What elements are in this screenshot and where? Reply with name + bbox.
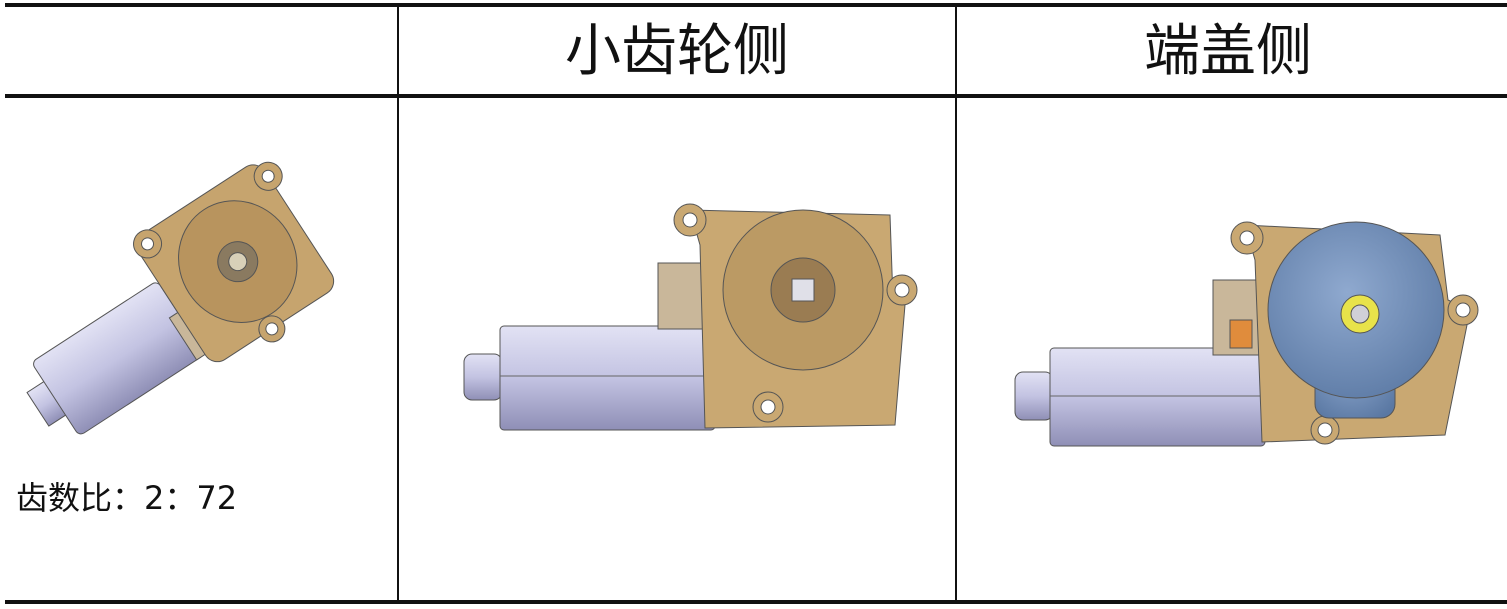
motor-image — [463, 203, 918, 431]
header-cell: 小齿轮侧 — [565, 19, 789, 84]
motor-image — [26, 161, 335, 435]
header-cell: 端盖侧 — [1144, 19, 1312, 84]
table-borders — [5, 3, 1507, 604]
motor-image — [1014, 221, 1479, 447]
gear-ratio: 齿数比：2：72 — [16, 479, 237, 517]
